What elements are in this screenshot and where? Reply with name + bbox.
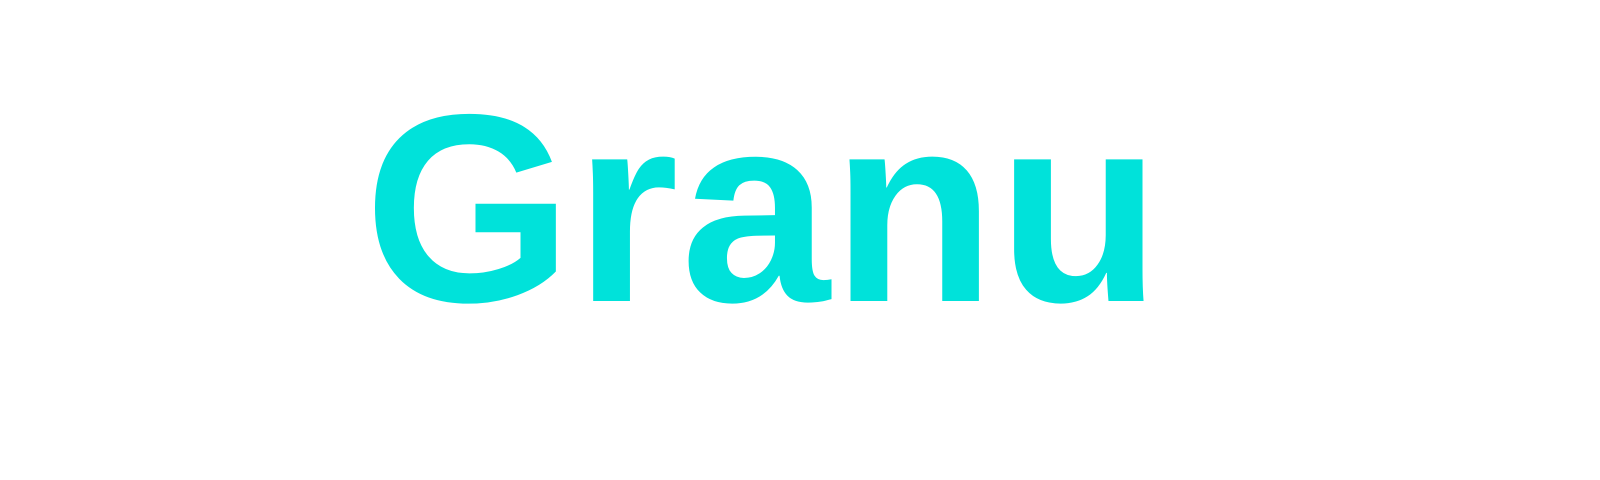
- wordmark-text: Granu: [364, 58, 1164, 358]
